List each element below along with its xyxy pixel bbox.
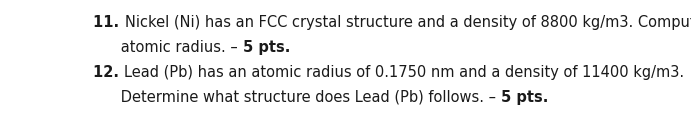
Text: atomic radius. –: atomic radius. – xyxy=(93,40,243,55)
Text: 5 pts.: 5 pts. xyxy=(243,40,290,55)
Text: 11.: 11. xyxy=(93,15,124,30)
Text: Nickel (Ni) has an FCC crystal structure and a density of 8800 kg/m3. Compute fo: Nickel (Ni) has an FCC crystal structure… xyxy=(124,15,691,30)
Text: Lead (Pb) has an atomic radius of 0.1750 nm and a density of 11400 kg/m3.: Lead (Pb) has an atomic radius of 0.1750… xyxy=(124,65,685,80)
Text: Determine what structure does Lead (Pb) follows. –: Determine what structure does Lead (Pb) … xyxy=(93,90,501,105)
Text: 12.: 12. xyxy=(93,65,124,80)
Text: 5 pts.: 5 pts. xyxy=(501,90,549,105)
